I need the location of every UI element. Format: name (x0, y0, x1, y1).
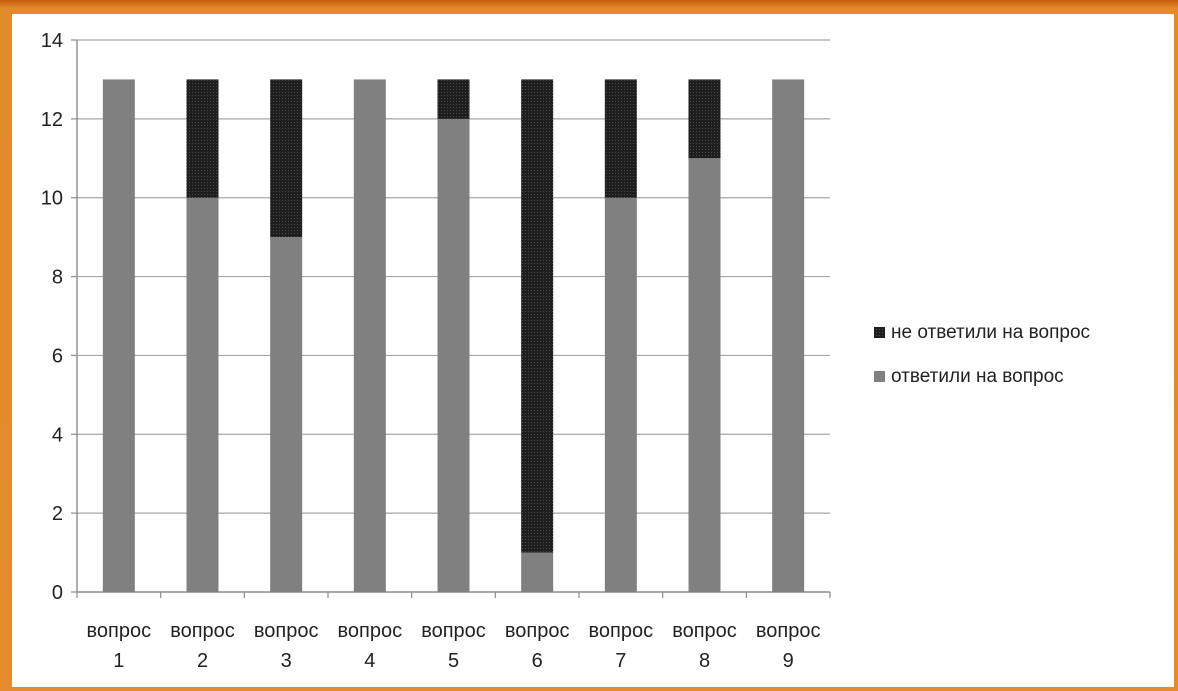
stacked-bar-chart: 0 2 4 6 8 10 12 14 вопрос 1 вопрос 2 вопрос 3 вопрос 4 в… (41, 30, 1090, 672)
y-tick-label: 4 (52, 424, 63, 446)
legend-label: не ответили на вопрос (891, 322, 1090, 343)
legend-swatch (874, 371, 885, 382)
y-tick-label: 12 (41, 109, 63, 131)
bar-answered-1 (102, 79, 135, 592)
legend: не ответили на вопрос ответили на вопрос (874, 322, 1090, 387)
bar-not-answered-2 (186, 79, 219, 198)
bar-answered-7 (604, 197, 637, 592)
x-category-label: вопрос 9 (756, 620, 821, 672)
x-category-label: вопрос 2 (170, 620, 235, 672)
axis-labels: 0 2 4 6 8 10 12 14 вопрос 1 вопрос 2 вопрос 3 вопрос 4 в… (41, 30, 821, 672)
chart-panel: 0 2 4 6 8 10 12 14 вопрос 1 вопрос 2 вопрос 3 вопрос 4 в… (12, 14, 1174, 687)
y-tick-label: 14 (41, 30, 63, 52)
x-category-label: вопрос 4 (338, 620, 403, 672)
legend-label: ответили на вопрос (891, 366, 1064, 387)
x-category-label: вопрос 3 (254, 620, 319, 672)
y-tick-label: 8 (52, 267, 63, 289)
y-tick-label: 0 (52, 582, 63, 604)
bar-not-answered-3 (270, 79, 303, 238)
bar-answered-9 (772, 79, 805, 592)
bar-answered-2 (186, 197, 219, 592)
bar-not-answered-5 (437, 79, 470, 119)
bar-answered-3 (270, 237, 303, 592)
bars (102, 79, 805, 593)
x-category-label: вопрос 7 (589, 620, 654, 672)
legend-swatch (874, 327, 885, 338)
y-tick-label: 6 (52, 345, 63, 367)
bar-answered-6 (521, 552, 554, 592)
x-category-label: вопрос 6 (505, 620, 570, 672)
y-tick-label: 10 (41, 188, 63, 210)
y-tick-label: 2 (52, 503, 63, 525)
bar-answered-8 (688, 158, 721, 593)
bar-answered-4 (353, 79, 386, 592)
bar-not-answered-6 (521, 79, 554, 553)
bar-not-answered-8 (688, 79, 721, 159)
bar-not-answered-7 (604, 79, 637, 198)
x-category-label: вопрос 8 (672, 620, 737, 672)
bar-answered-5 (437, 118, 470, 592)
x-category-label: вопрос 1 (87, 620, 152, 672)
x-category-label: вопрос 5 (421, 620, 486, 672)
